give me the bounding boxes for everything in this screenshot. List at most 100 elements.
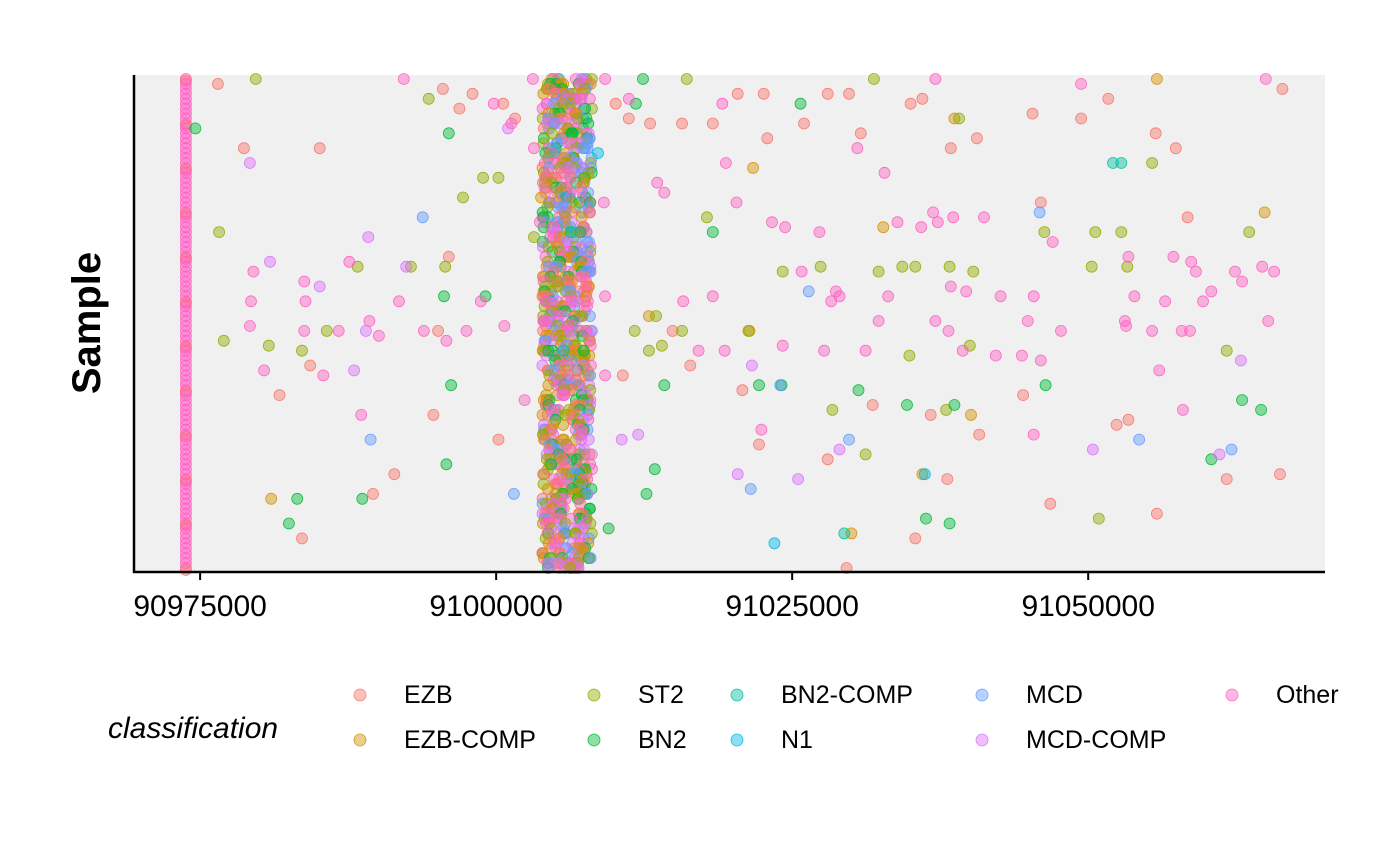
data-point-ezb bbox=[924, 408, 937, 421]
data-point-ezb bbox=[731, 87, 744, 100]
data-point-bn2 bbox=[943, 517, 956, 530]
data-point-ezb bbox=[1044, 497, 1057, 510]
dense-column-point bbox=[584, 157, 597, 169]
data-point-ezb bbox=[1220, 473, 1233, 486]
legend-key-other bbox=[1225, 688, 1239, 702]
dense-column-point bbox=[179, 260, 192, 273]
dense-column-point bbox=[179, 433, 192, 446]
data-point-st2 bbox=[545, 127, 558, 140]
data-point-bn2 bbox=[356, 492, 369, 505]
dense-column-point bbox=[179, 147, 192, 160]
data-point-ezb bbox=[1151, 507, 1163, 520]
data-point-other bbox=[878, 166, 891, 179]
dense-column-point bbox=[179, 221, 192, 234]
data-point-ezb bbox=[676, 117, 688, 130]
dense-column-point bbox=[179, 132, 192, 145]
dense-column-point bbox=[179, 142, 192, 155]
data-point-other bbox=[1153, 364, 1166, 377]
dense-column-point bbox=[179, 236, 192, 248]
dense-column-point bbox=[179, 522, 192, 535]
data-point-ezb bbox=[866, 399, 879, 411]
data-point-bn2-comp bbox=[564, 226, 577, 239]
dense-column-point bbox=[538, 423, 550, 436]
x-ticks: 90975000 91000000 91025000 91050000 bbox=[133, 572, 1155, 623]
dense-column-point bbox=[179, 122, 192, 135]
data-point-ezb bbox=[973, 428, 986, 441]
data-point-bn2 bbox=[706, 226, 719, 239]
data-point-st2 bbox=[742, 324, 755, 337]
dense-column-point bbox=[179, 359, 192, 372]
legend-key-bn2-comp bbox=[730, 688, 744, 702]
dense-column-point bbox=[179, 112, 192, 125]
data-point-ezb bbox=[442, 250, 455, 263]
data-point-st2 bbox=[650, 310, 662, 323]
dense-column-point bbox=[536, 408, 549, 421]
legend-label-st2: ST2 bbox=[638, 681, 684, 709]
data-point-st2 bbox=[1220, 344, 1233, 357]
data-point-st2 bbox=[868, 73, 880, 85]
data-point-ezb bbox=[1181, 211, 1194, 224]
data-point-n1 bbox=[918, 468, 931, 481]
data-point-ezb bbox=[616, 369, 629, 382]
data-point-ezb bbox=[1075, 112, 1087, 125]
data-point-mcd-comp bbox=[1213, 448, 1226, 461]
dense-column-point bbox=[179, 280, 192, 293]
data-point-other bbox=[1175, 324, 1188, 337]
dense-column-point bbox=[179, 483, 192, 495]
data-point-n1 bbox=[768, 537, 781, 550]
data-point-st2 bbox=[701, 211, 713, 224]
data-point-other bbox=[1268, 265, 1280, 278]
dense-column-point bbox=[573, 310, 586, 323]
data-point-bn2 bbox=[189, 122, 202, 135]
data-point-ezb bbox=[821, 453, 834, 466]
dense-column-point bbox=[179, 265, 192, 278]
dense-column-point bbox=[179, 413, 192, 426]
data-point-other bbox=[355, 408, 368, 421]
data-point-other bbox=[622, 92, 635, 105]
data-point-bn2 bbox=[291, 492, 304, 505]
data-point-other bbox=[247, 265, 260, 278]
dense-column-point bbox=[179, 468, 192, 481]
data-point-other bbox=[505, 117, 518, 130]
dense-column-point bbox=[179, 181, 192, 194]
dense-column-point bbox=[179, 453, 192, 466]
data-point-other bbox=[299, 295, 312, 308]
dense-column-point bbox=[179, 423, 192, 436]
data-point-mcd bbox=[1033, 206, 1046, 219]
data-point-ezb bbox=[1149, 127, 1162, 140]
data-point-bn2 bbox=[282, 517, 295, 530]
legend-key-mcd bbox=[975, 688, 989, 702]
data-point-other bbox=[1236, 275, 1248, 288]
data-point-other bbox=[564, 171, 577, 184]
dense-column-point bbox=[179, 478, 192, 490]
dense-column-point bbox=[537, 468, 550, 481]
dense-column-point bbox=[179, 305, 192, 318]
data-point-mcd-comp bbox=[348, 364, 361, 377]
data-point-bn2 bbox=[794, 97, 807, 110]
legend-title: classification bbox=[108, 712, 278, 745]
data-point-bn2-comp bbox=[1107, 157, 1119, 169]
data-point-st2 bbox=[656, 339, 668, 352]
dense-column-point bbox=[179, 196, 192, 209]
data-point-st2 bbox=[628, 324, 641, 337]
data-point-ezb bbox=[1122, 413, 1135, 426]
data-point-other bbox=[1185, 255, 1198, 268]
data-point-st2 bbox=[943, 260, 956, 273]
data-point-other bbox=[927, 206, 939, 219]
dense-column-point bbox=[179, 547, 192, 560]
data-point-other bbox=[1128, 290, 1141, 303]
data-point-other bbox=[474, 295, 487, 308]
data-point-bn2 bbox=[445, 379, 458, 392]
legend-label-mcd-comp: MCD-COMP bbox=[1026, 726, 1166, 754]
data-point-st2 bbox=[680, 73, 693, 85]
data-point-other bbox=[851, 142, 864, 155]
dense-column-point bbox=[574, 497, 587, 510]
data-point-other bbox=[755, 423, 768, 436]
dense-column-point bbox=[557, 418, 569, 431]
dense-column-point bbox=[540, 181, 553, 194]
data-point-ezb bbox=[304, 359, 317, 372]
data-point-ezb bbox=[1110, 418, 1123, 431]
dense-column-point bbox=[179, 275, 192, 288]
data-point-st2 bbox=[217, 334, 230, 347]
dense-column-point bbox=[179, 354, 192, 367]
